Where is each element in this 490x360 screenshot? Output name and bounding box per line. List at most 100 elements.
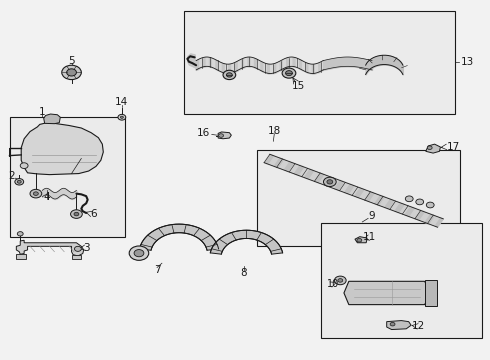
Polygon shape: [344, 281, 432, 305]
Polygon shape: [307, 170, 315, 180]
Polygon shape: [292, 165, 300, 174]
Polygon shape: [210, 230, 283, 254]
Circle shape: [30, 189, 42, 198]
Polygon shape: [279, 160, 288, 169]
Text: 6: 6: [90, 209, 97, 219]
Circle shape: [15, 179, 24, 185]
Polygon shape: [360, 190, 368, 199]
Text: 4: 4: [44, 192, 50, 202]
Polygon shape: [257, 149, 460, 246]
Circle shape: [74, 212, 79, 216]
Circle shape: [17, 231, 23, 236]
Circle shape: [338, 279, 343, 282]
Polygon shape: [405, 207, 413, 216]
Polygon shape: [284, 162, 293, 171]
Bar: [10, 117, 125, 237]
Polygon shape: [315, 173, 322, 182]
Text: 8: 8: [241, 268, 247, 278]
Polygon shape: [355, 237, 367, 243]
Polygon shape: [365, 192, 373, 201]
Polygon shape: [16, 253, 26, 259]
Polygon shape: [309, 171, 318, 180]
Polygon shape: [390, 201, 398, 210]
Circle shape: [219, 134, 223, 137]
Circle shape: [286, 71, 293, 76]
Polygon shape: [218, 132, 231, 139]
Polygon shape: [335, 180, 343, 190]
Polygon shape: [274, 158, 282, 167]
Polygon shape: [433, 217, 441, 226]
Circle shape: [282, 68, 296, 78]
Polygon shape: [294, 166, 302, 175]
Circle shape: [426, 202, 434, 208]
Text: 11: 11: [363, 232, 376, 242]
Circle shape: [17, 180, 21, 183]
Polygon shape: [422, 213, 431, 222]
Polygon shape: [342, 183, 350, 193]
Polygon shape: [369, 194, 378, 203]
Circle shape: [357, 238, 362, 242]
Bar: [321, 223, 482, 338]
Circle shape: [405, 196, 413, 202]
Polygon shape: [282, 161, 290, 170]
Polygon shape: [352, 187, 360, 196]
Text: 15: 15: [292, 81, 305, 91]
Circle shape: [416, 199, 424, 205]
Polygon shape: [387, 200, 395, 210]
Polygon shape: [44, 114, 60, 124]
Circle shape: [129, 246, 149, 260]
Polygon shape: [387, 320, 411, 329]
Polygon shape: [395, 203, 403, 212]
Polygon shape: [407, 208, 416, 217]
Circle shape: [334, 276, 346, 285]
Polygon shape: [287, 163, 295, 172]
Polygon shape: [415, 211, 423, 220]
Polygon shape: [347, 185, 355, 194]
Text: 18: 18: [268, 126, 281, 136]
Polygon shape: [264, 154, 272, 163]
Circle shape: [67, 69, 76, 76]
Polygon shape: [367, 193, 375, 202]
Text: 13: 13: [461, 57, 474, 67]
Circle shape: [74, 246, 81, 251]
Polygon shape: [327, 178, 335, 187]
Polygon shape: [380, 197, 388, 207]
Polygon shape: [267, 155, 275, 165]
Polygon shape: [277, 159, 285, 168]
Polygon shape: [317, 174, 325, 183]
Polygon shape: [269, 156, 277, 166]
Circle shape: [62, 65, 81, 80]
Polygon shape: [324, 177, 333, 186]
Polygon shape: [424, 279, 437, 306]
Polygon shape: [420, 212, 428, 221]
Polygon shape: [427, 215, 436, 224]
Polygon shape: [16, 240, 84, 256]
Polygon shape: [382, 198, 391, 208]
Circle shape: [323, 177, 336, 186]
Circle shape: [390, 322, 395, 326]
Text: 12: 12: [412, 321, 425, 331]
Circle shape: [20, 163, 28, 168]
Circle shape: [121, 116, 123, 118]
Bar: [184, 12, 455, 114]
Text: 1: 1: [39, 107, 46, 117]
Circle shape: [223, 70, 236, 80]
Polygon shape: [410, 208, 418, 218]
Text: 16: 16: [196, 129, 210, 138]
Polygon shape: [400, 205, 408, 214]
Circle shape: [134, 249, 144, 257]
Polygon shape: [329, 179, 338, 188]
Polygon shape: [426, 144, 441, 153]
Polygon shape: [413, 210, 421, 219]
Polygon shape: [377, 197, 386, 206]
Text: 14: 14: [115, 97, 128, 107]
Polygon shape: [357, 189, 366, 198]
Circle shape: [71, 210, 82, 219]
Polygon shape: [402, 206, 411, 215]
Polygon shape: [72, 255, 81, 259]
Polygon shape: [271, 157, 280, 166]
Polygon shape: [21, 123, 103, 175]
Polygon shape: [355, 188, 363, 197]
Polygon shape: [392, 202, 401, 211]
Circle shape: [33, 192, 38, 195]
